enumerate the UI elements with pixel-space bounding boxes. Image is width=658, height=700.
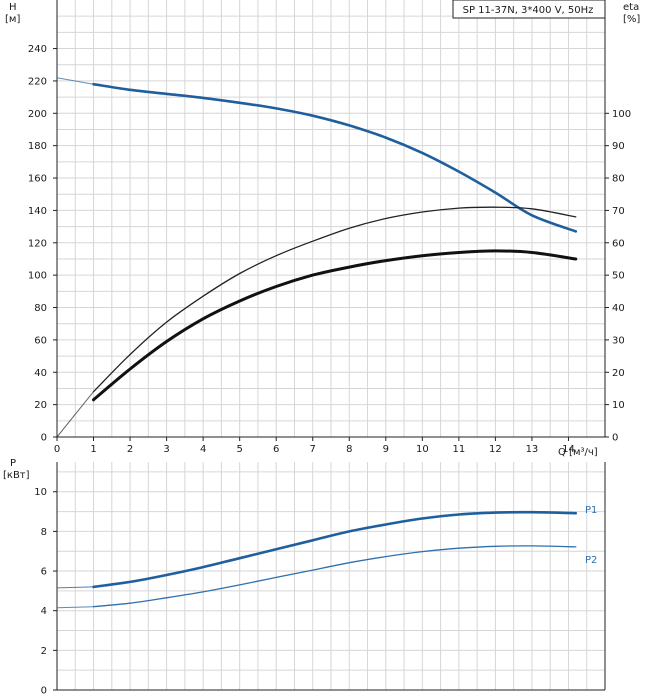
p-tick-label: 0 [41,686,47,697]
y-tick-label: 120 [28,238,47,249]
y-tick-label: 80 [34,303,47,314]
p1-curve-extrapolated [56,586,94,589]
x-tick-label: 7 [310,444,316,455]
p2-curve [92,545,577,608]
y-tick-label: 200 [28,109,47,120]
y2-axis-label: eta [623,2,639,13]
y-tick-label: 140 [28,206,47,217]
y2-tick-label: 60 [612,238,625,249]
x-tick-label: 5 [236,444,242,455]
x-tick-label: 13 [526,444,539,455]
x-tick-label: 10 [416,444,429,455]
x-tick-label: 2 [127,444,133,455]
p1-curve [92,510,578,589]
y-tick-label: 20 [34,400,47,411]
x-tick-label: 14 [562,444,575,455]
p-tick-label: 4 [41,606,47,617]
y2-tick-label: 90 [612,141,625,152]
x-tick-label: 0 [54,444,60,455]
y2-tick-label: 40 [612,303,625,314]
y2-tick-label: 10 [612,400,625,411]
p-tick-label: 2 [41,646,47,657]
x-tick-label: 3 [163,444,169,455]
x-tick-label: 6 [273,444,279,455]
y-tick-label: 240 [28,44,47,55]
y-tick-label: 180 [28,141,47,152]
efficiency-total-curve-extrapolated [56,391,94,438]
y-tick-label: 40 [34,368,47,379]
y2-tick-label: 30 [612,335,625,346]
y-axis-unit: [м] [5,14,20,25]
series-label-p1: P1 [585,505,597,516]
x-axis-label: Q [м³/ч] [558,447,598,458]
title-box [452,0,606,19]
head-curve-extrapolated [56,77,94,85]
y-axis-label: H [9,2,17,13]
x-tick-label: 4 [200,444,206,455]
y2-tick-label: 50 [612,271,625,282]
y-tick-label: 60 [34,335,47,346]
y-tick-label: 220 [28,76,47,87]
y-tick-label: 0 [41,433,47,444]
efficiency-total-curve [92,206,577,393]
series-label-p2: P2 [585,555,597,566]
y2-axis-unit: [%] [623,14,640,25]
head-efficiency-panel: 0204060801001201401601802002202400102030… [28,0,631,455]
p-tick-label: 10 [34,487,47,498]
x-tick-label: 8 [346,444,352,455]
efficiency-pump-curve [92,249,578,402]
y-tick-label: 160 [28,174,47,185]
head-curve [92,82,578,233]
x-tick-label: 1 [90,444,96,455]
chart-title: SP 11-37N, 3*400 V, 50Hz [463,5,594,16]
x-tick-label: 9 [383,444,389,455]
power-panel: 0 2 4 6 8 10 [34,462,606,697]
p-tick-label: 8 [41,527,47,538]
y2-tick-label: 100 [612,109,631,120]
y2-tick-label: 0 [612,433,618,444]
y-tick-label: 100 [28,271,47,282]
p2-curve-extrapolated [56,606,94,609]
y2-tick-label: 80 [612,174,625,185]
p-axis-label: P [10,458,16,469]
x-tick-label: 12 [489,444,502,455]
p-tick-label: 6 [41,567,47,578]
x-tick-label: 11 [452,444,465,455]
p-axis-unit: [кВт] [3,470,30,481]
y2-tick-label: 20 [612,368,625,379]
y2-tick-label: 70 [612,206,625,217]
